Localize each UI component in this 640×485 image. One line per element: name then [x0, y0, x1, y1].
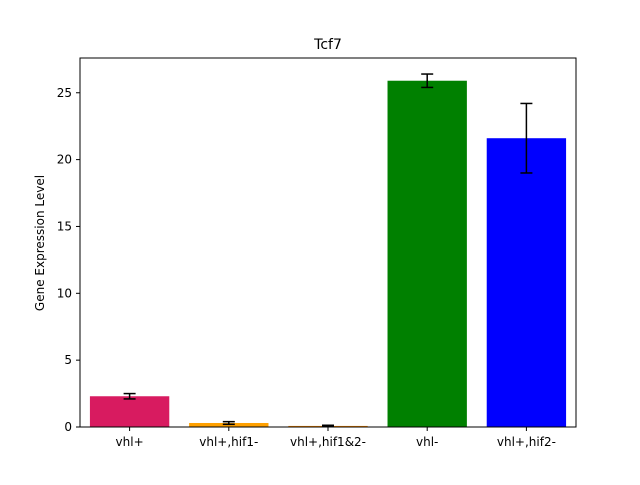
bars-layer — [89, 80, 567, 427]
y-tick-label-3: 15 — [57, 219, 72, 233]
bar-0 — [89, 396, 170, 427]
error-bar-0 — [123, 392, 136, 400]
y-axis-label: Gene Expression Level — [33, 175, 47, 311]
bar-3 — [387, 80, 467, 427]
plot-frame — [79, 57, 577, 428]
error-bars-layer — [123, 73, 533, 428]
chart-title: Tcf7 — [313, 37, 342, 53]
y-tick-label-4: 20 — [57, 153, 72, 167]
x-axis: vhl+ vhl+,hif1- vhl+,hif1&2- vhl-vhl+,hif2- — [116, 427, 556, 449]
error-bar-4 — [520, 102, 533, 174]
y-tick-label-0: 0 — [64, 420, 72, 434]
x-tick-label-1: vhl+,hif1- — [199, 435, 258, 449]
error-bar-1 — [222, 420, 235, 426]
y-tick-label-5: 25 — [57, 86, 72, 100]
error-bar-2 — [322, 424, 334, 428]
x-tick-label-4: vhl+,hif2- — [497, 435, 556, 449]
y-tick-label-2: 10 — [57, 286, 72, 300]
y-axis: 0 5 10 15 20 25 — [57, 86, 80, 434]
x-tick-label-0: vhl+ — [116, 435, 144, 449]
y-tick-label-1: 5 — [64, 353, 72, 367]
error-bar-3 — [421, 73, 434, 89]
x-tick-label-2: vhl+,hif1&2- — [290, 435, 366, 449]
x-tick-label-3: vhl- — [416, 435, 438, 449]
bar-4 — [486, 138, 567, 427]
